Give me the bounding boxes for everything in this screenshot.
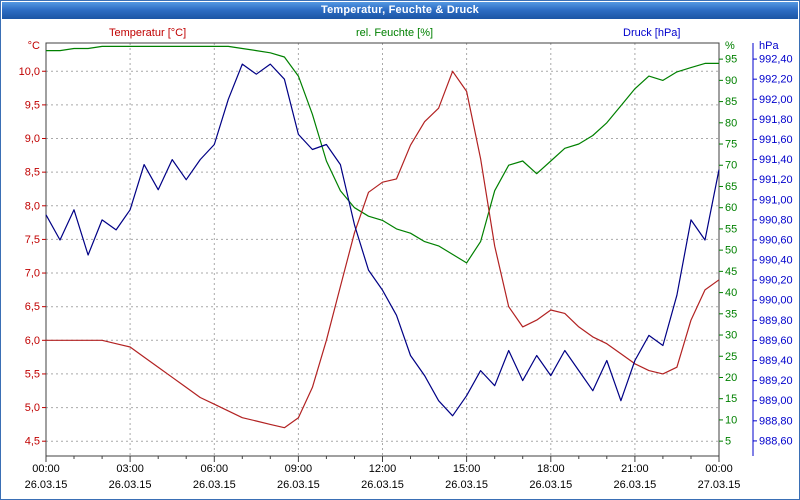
temp-axis-label: 5,0 bbox=[25, 402, 40, 414]
humidity-axis-label: 40 bbox=[725, 287, 737, 299]
pressure-axis-label: 990,80 bbox=[759, 214, 793, 226]
humidity-axis-label: 30 bbox=[725, 330, 737, 342]
pressure-axis-label: 988,80 bbox=[759, 415, 793, 427]
temp-axis-label: 9,0 bbox=[25, 133, 40, 145]
humidity-axis-label: 55 bbox=[725, 223, 737, 235]
temp-axis-label: 8,5 bbox=[25, 167, 40, 179]
temp-axis-label: 6,0 bbox=[25, 335, 40, 347]
humidity-axis-label: 60 bbox=[725, 202, 737, 214]
x-axis-date-label: 26.03.15 bbox=[109, 479, 152, 491]
humidity-axis-label: 20 bbox=[725, 372, 737, 384]
window-title: Temperatur, Feuchte & Druck bbox=[320, 4, 479, 16]
pressure-axis-label: 989,20 bbox=[759, 375, 793, 387]
pressure-line bbox=[45, 63, 720, 417]
humidity-axis-label: 85 bbox=[725, 96, 737, 108]
humidity-axis-label: 25 bbox=[725, 351, 737, 363]
temp-axis-label: 7,0 bbox=[25, 268, 40, 280]
pressure-axis-label: 991,00 bbox=[759, 194, 793, 206]
pressure-axis-label: 988,60 bbox=[759, 435, 793, 447]
temp-axis-label: 10,0 bbox=[19, 66, 40, 78]
humidity-axis-label: 95 bbox=[725, 54, 737, 66]
pressure-axis-label: 989,80 bbox=[759, 315, 793, 327]
pressure-axis-label: 991,60 bbox=[759, 134, 793, 146]
pressure-axis-label: 992,20 bbox=[759, 74, 793, 86]
legend-humidity: rel. Feuchte [%] bbox=[356, 27, 434, 39]
pressure-axis-label: 992,40 bbox=[759, 54, 793, 66]
pressure-axis-label: 989,60 bbox=[759, 335, 793, 347]
x-axis-time-label: 00:00 bbox=[705, 463, 733, 475]
pressure-axis-label: 991,40 bbox=[759, 154, 793, 166]
temp-axis-label: 6,5 bbox=[25, 301, 40, 313]
x-axis-time-label: 03:00 bbox=[116, 463, 144, 475]
pressure-axis-label: 990,60 bbox=[759, 235, 793, 247]
x-axis-date-label: 26.03.15 bbox=[361, 479, 404, 491]
humidity-axis-label: 45 bbox=[725, 266, 737, 278]
temp-axis-label: 9,5 bbox=[25, 99, 40, 111]
pressure-axis-label: 989,00 bbox=[759, 395, 793, 407]
x-axis-date-label: 26.03.15 bbox=[613, 479, 656, 491]
window-titlebar: Temperatur, Feuchte & Druck bbox=[2, 2, 798, 19]
humidity-axis-label: 15 bbox=[725, 393, 737, 405]
x-axis-date-label: 26.03.15 bbox=[25, 479, 68, 491]
humidity-axis-unit: % bbox=[725, 40, 735, 52]
x-axis-time-label: 15:00 bbox=[453, 463, 481, 475]
x-axis-date-label: 26.03.15 bbox=[193, 479, 236, 491]
pressure-axis-unit: hPa bbox=[759, 40, 779, 52]
temp-axis-label: 7,5 bbox=[25, 234, 40, 246]
x-axis-time-label: 00:00 bbox=[32, 463, 60, 475]
x-axis-date-label: 27.03.15 bbox=[698, 479, 741, 491]
humidity-axis-label: 65 bbox=[725, 181, 737, 193]
pressure-axis-label: 990,40 bbox=[759, 255, 793, 267]
x-axis-time-label: 21:00 bbox=[621, 463, 649, 475]
pressure-axis-label: 989,40 bbox=[759, 355, 793, 367]
x-axis-time-label: 18:00 bbox=[537, 463, 565, 475]
pressure-axis-label: 991,20 bbox=[759, 174, 793, 186]
x-axis-time-label: 09:00 bbox=[285, 463, 313, 475]
pressure-axis-label: 990,20 bbox=[759, 275, 793, 287]
humidity-axis-label: 70 bbox=[725, 160, 737, 172]
pressure-axis-label: 991,80 bbox=[759, 114, 793, 126]
pressure-axis-label: 992,00 bbox=[759, 94, 793, 106]
x-axis-date-label: 26.03.15 bbox=[529, 479, 572, 491]
temp-axis-unit: °C bbox=[28, 40, 40, 52]
legend-pressure: Druck [hPa] bbox=[623, 27, 681, 39]
temp-axis-label: 8,0 bbox=[25, 200, 40, 212]
humidity-axis-label: 80 bbox=[725, 117, 737, 129]
humidity-line bbox=[46, 45, 719, 264]
x-axis-date-label: 26.03.15 bbox=[445, 479, 488, 491]
humidity-axis-label: 5 bbox=[725, 436, 731, 448]
x-axis-time-label: 06:00 bbox=[201, 463, 229, 475]
temperature-line bbox=[46, 70, 720, 429]
x-axis-time-label: 12:00 bbox=[369, 463, 397, 475]
humidity-axis-label: 10 bbox=[725, 414, 737, 426]
x-axis-date-label: 26.03.15 bbox=[277, 479, 320, 491]
pressure-axis-label: 990,00 bbox=[759, 295, 793, 307]
temp-axis-label: 4,5 bbox=[25, 436, 40, 448]
temp-axis-label: 5,5 bbox=[25, 368, 40, 380]
humidity-axis-label: 35 bbox=[725, 308, 737, 320]
humidity-axis-label: 90 bbox=[725, 75, 737, 87]
legend-temperature: Temperatur [°C] bbox=[109, 27, 187, 39]
humidity-axis-label: 50 bbox=[725, 245, 737, 257]
humidity-axis-label: 75 bbox=[725, 139, 737, 151]
